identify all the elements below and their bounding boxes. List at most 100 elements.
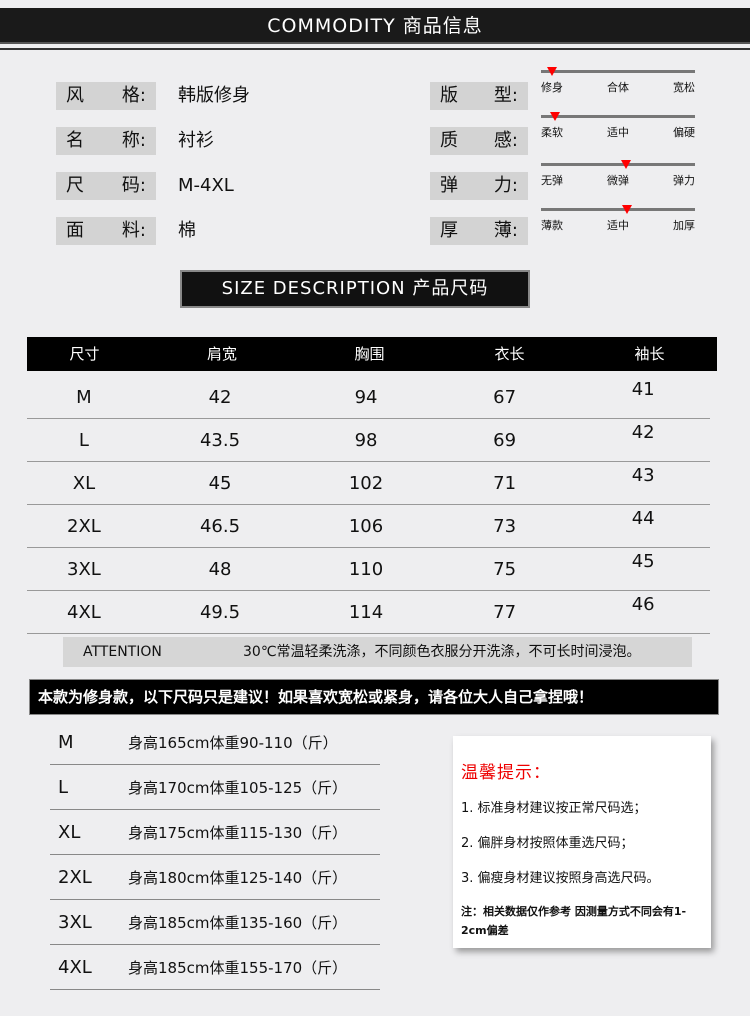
tip-item: 3. 偏瘦身材建议按照身高选尺码。	[461, 871, 660, 886]
scale-tick: 加厚	[673, 219, 695, 232]
rating-scale: 柔软 适中 偏硬	[541, 112, 695, 140]
info-label: 版 型:	[430, 82, 528, 110]
label-char: 风	[66, 85, 84, 106]
scale-track	[541, 112, 695, 121]
info-label: 风 格:	[56, 82, 156, 110]
tip-item: 1. 标准身材建议按正常尺码选；	[461, 801, 647, 816]
table-cell: 46.5	[199, 516, 241, 537]
scale-track	[541, 205, 695, 214]
scale-ticks: 薄款 适中 加厚	[541, 217, 695, 233]
table-cell: 73	[493, 516, 517, 537]
label-char: 尺	[66, 175, 84, 196]
label-char: 薄:	[493, 220, 518, 241]
table-cell: 42	[208, 387, 232, 408]
height-weight-row: 3XL 身高185cm体重135-160（斤）	[50, 900, 380, 945]
table-cell: 46	[631, 594, 655, 615]
height-weight-row: 2XL 身高180cm体重125-140（斤）	[50, 855, 380, 900]
table-cell: 71	[493, 473, 517, 494]
info-label: 面 料:	[56, 217, 156, 245]
table-cell: 48	[208, 559, 232, 580]
height-weight-text: 身高175cm体重115-130（斤）	[128, 823, 348, 842]
scale-track	[541, 67, 695, 76]
table-cell: 77	[493, 602, 517, 623]
table-cell: 67	[493, 387, 517, 408]
header-cell: 肩宽	[206, 345, 237, 363]
table-row: 3XL 48 110 75 45	[27, 548, 710, 591]
tips-note: 注：相关数据仅作参考 因测量方式不同会有1-2cm偏差	[461, 905, 687, 937]
height-weight-row: L 身高170cm体重105-125（斤）	[50, 765, 380, 810]
table-row: L 43.5 98 69 42	[27, 419, 710, 462]
label-char: 力:	[493, 175, 518, 196]
rating-scale: 修身 合体 宽松	[541, 67, 695, 95]
scale-tick: 修身	[541, 81, 563, 94]
size-label: 2XL	[58, 866, 92, 888]
label-char: 名	[66, 130, 84, 151]
table-cell: 102	[348, 473, 384, 494]
table-cell: 44	[631, 508, 655, 529]
height-weight-text: 身高165cm体重90-110（斤）	[128, 733, 338, 752]
rating-scale: 薄款 适中 加厚	[541, 205, 695, 233]
table-row: M 42 94 67 41	[27, 376, 710, 419]
commodity-header: COMMODITY 商品信息	[0, 8, 750, 44]
divider	[0, 48, 750, 50]
info-value: 衬衫	[178, 130, 214, 151]
size-label: M	[58, 731, 74, 753]
size-label: L	[58, 776, 69, 798]
table-cell: 98	[354, 430, 378, 451]
table-cell: 45	[631, 551, 655, 572]
info-value: 棉	[178, 220, 196, 241]
info-label: 质 感:	[430, 127, 528, 155]
table-cell: 3XL	[67, 559, 101, 580]
size-table-header: 尺寸 肩宽 胸围 衣长 袖长	[27, 337, 717, 371]
scale-track	[541, 160, 695, 169]
scale-tick: 适中	[607, 126, 629, 139]
scale-ticks: 柔软 适中 偏硬	[541, 124, 695, 140]
rating-scale: 无弹 微弹 弹力	[541, 160, 695, 188]
label-char: 面	[66, 220, 84, 241]
header-cell: 胸围	[354, 345, 385, 363]
label-char: 型:	[493, 85, 518, 106]
label-char: 料:	[121, 220, 146, 241]
height-weight-row: M 身高165cm体重90-110（斤）	[50, 720, 380, 765]
label-char: 质	[440, 130, 458, 151]
scale-tick: 偏硬	[673, 126, 695, 139]
scale-tick: 合体	[607, 81, 629, 94]
scale-marker-icon	[546, 67, 557, 76]
label-char: 感:	[493, 130, 518, 151]
label-char: 码:	[121, 175, 146, 196]
attention-text: 30℃常温轻柔洗涤，不同颜色衣服分开洗涤，不可长时间浸泡。	[243, 644, 641, 660]
height-weight-text: 身高180cm体重125-140（斤）	[128, 868, 348, 887]
scale-ticks: 无弹 微弹 弹力	[541, 172, 695, 188]
table-cell: 43	[631, 465, 655, 486]
scale-tick: 微弹	[607, 174, 629, 187]
info-label: 名 称:	[56, 127, 156, 155]
table-cell: 94	[354, 387, 378, 408]
info-value: 韩版修身	[178, 85, 250, 106]
info-value: M-4XL	[178, 175, 234, 196]
attention-bar: ATTENTION 30℃常温轻柔洗涤，不同颜色衣服分开洗涤，不可长时间浸泡。	[63, 637, 692, 667]
size-description-header: SIZE DESCRIPTION 产品尺码	[182, 272, 528, 306]
scale-tick: 弹力	[673, 174, 695, 187]
table-cell: 45	[208, 473, 232, 494]
fit-note: 本款为修身款，以下尺码只是建议！如果喜欢宽松或紧身，请各位大人自己拿捏哦！	[30, 680, 718, 714]
label-char: 称:	[121, 130, 146, 151]
height-weight-row: 4XL 身高185cm体重155-170（斤）	[50, 945, 380, 990]
table-row: 2XL 46.5 106 73 44	[27, 505, 710, 548]
table-cell: 114	[348, 602, 384, 623]
scale-tick: 柔软	[541, 126, 563, 139]
table-row: XL 45 102 71 43	[27, 462, 710, 505]
info-label: 厚 薄:	[430, 217, 528, 245]
height-weight-text: 身高185cm体重155-170（斤）	[128, 958, 348, 977]
label-char: 格:	[121, 85, 146, 106]
label-char: 厚	[440, 220, 458, 241]
label-char: 版	[440, 85, 458, 106]
scale-marker-icon	[620, 160, 631, 169]
table-cell: 4XL	[67, 602, 101, 623]
scale-marker-icon	[549, 112, 560, 121]
table-cell: 75	[493, 559, 517, 580]
tips-card: 温馨提示： 1. 标准身材建议按正常尺码选； 2. 偏胖身材按照体重选尺码； 3…	[453, 736, 711, 948]
table-cell: 41	[631, 379, 655, 400]
height-weight-text: 身高185cm体重135-160（斤）	[128, 913, 348, 932]
table-cell: 106	[348, 516, 384, 537]
table-cell: 2XL	[67, 516, 101, 537]
